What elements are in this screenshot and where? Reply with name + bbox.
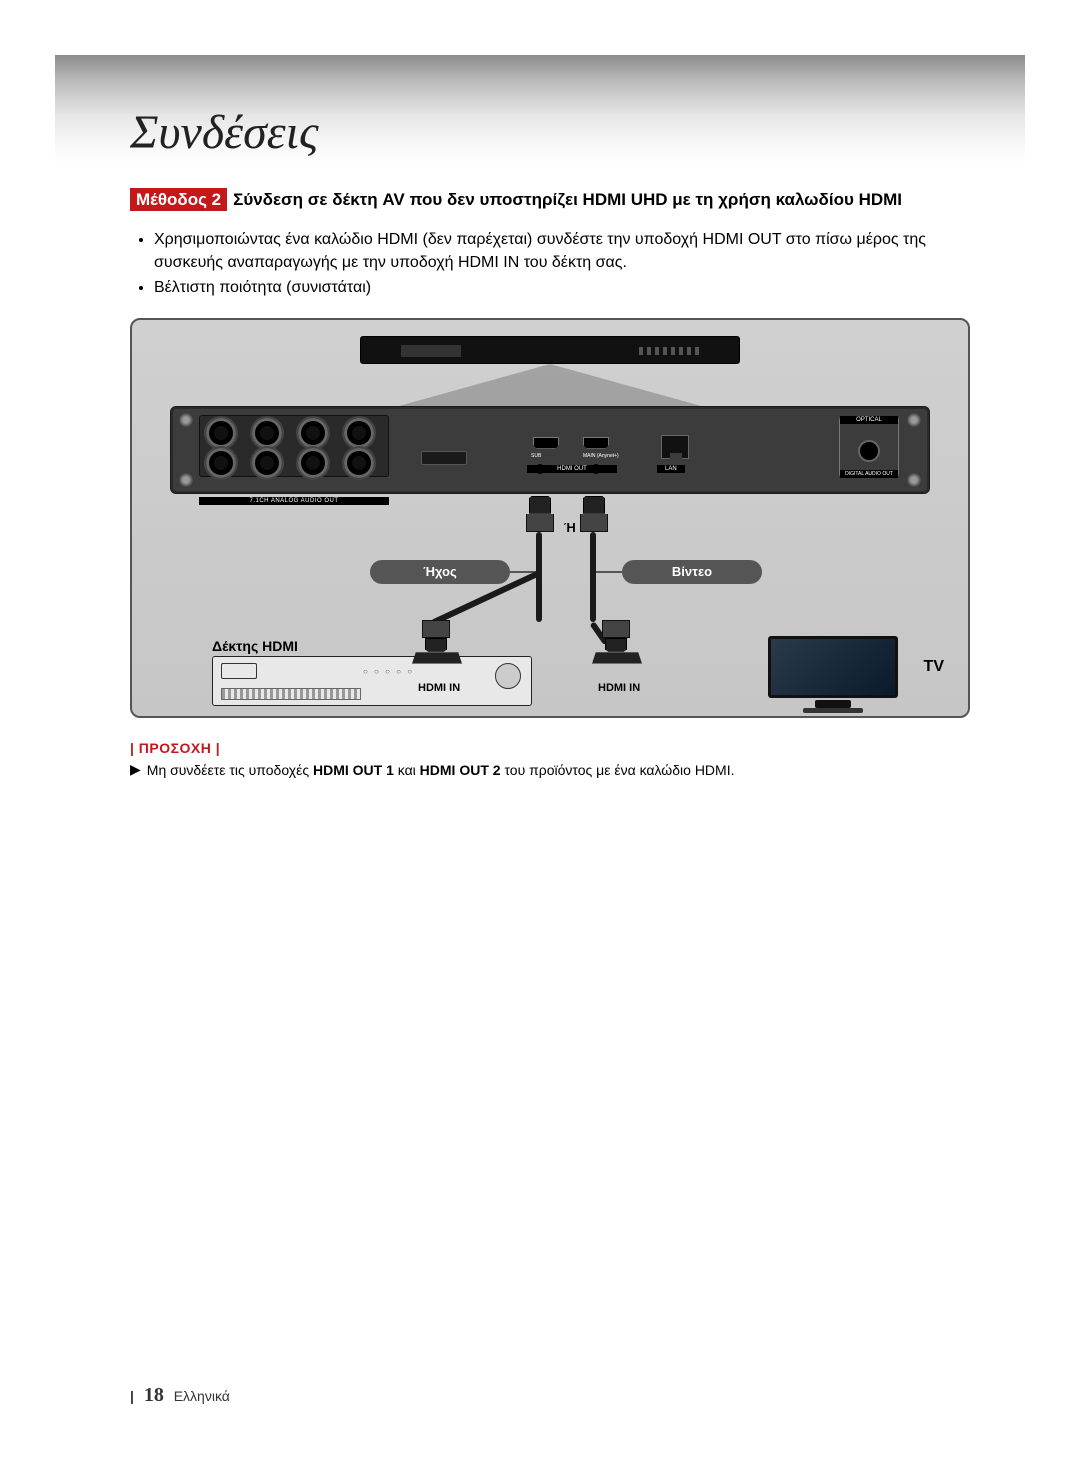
screw-icon [907,473,921,487]
rear-panel: 7.1CH ANALOG AUDIO OUT SUB MAIN (Anynet+… [170,406,930,494]
rca-jack-icon [344,418,374,448]
tv-label: TV [924,658,944,676]
hdmi-plug-icon [526,496,554,532]
video-pill: Βίντεο [622,560,762,584]
page-title: Συνδέσεις [130,105,318,160]
hdmi-out-caption: HDMI OUT [527,465,617,473]
caution-header: | ΠΡΟΣΟΧΗ | [130,740,980,756]
triangle-bullet-icon: ▶ [130,761,141,778]
hdmi-in-slot-icon [592,652,642,664]
hdmi-in-slot-icon [412,652,462,664]
rca-caption: 7.1CH ANALOG AUDIO OUT [199,497,389,505]
hdmi-plug-icon [422,620,450,652]
hdmi-in-label: HDMI IN [418,682,460,694]
caution-bold-1: HDMI OUT 1 [313,762,394,778]
or-label: Ή [564,520,576,535]
method-heading-text: Σύνδεση σε δέκτη AV που δεν υποστηρίζει … [233,190,902,209]
hdmi-plug-icon [602,620,630,652]
caution-bold-2: HDMI OUT 2 [420,762,501,778]
hdmi-main-label: MAIN (Anynet+) [583,453,619,459]
rca-jack-icon [252,418,282,448]
hdmi-out-port-icon [583,437,609,449]
grille-icon [221,688,361,700]
caution-mid: και [394,762,420,778]
rca-jack-icon [206,448,236,478]
rca-jack-icon [298,418,328,448]
screw-icon [907,413,921,427]
rca-jack-icon [344,448,374,478]
digital-audio-label: DIGITAL AUDIO OUT [840,470,898,478]
player-top-view [360,336,740,364]
hdmi-plug-icon [580,496,608,532]
page-lang: Ελληνικά [174,1388,230,1404]
screw-icon [179,413,193,427]
method-heading: Μέθοδος 2 Σύνδεση σε δέκτη AV που δεν υπο… [130,190,980,210]
method-badge: Μέθοδος 2 [130,188,227,211]
hdmi-cable-icon [590,532,596,622]
caution-post: του προϊόντος με ένα καλώδιο HDMI. [501,762,735,778]
audio-pill: Ήχος [370,560,510,584]
usb-slot-icon [421,451,467,465]
footer-bar: | [130,1388,134,1404]
instruction-bullets: Χρησιμοποιώντας ένα καλώδιο HDMI (δεν πα… [144,228,980,300]
knob-icon [495,663,521,689]
tv-icon [768,636,898,712]
optical-label: OPTICAL [840,416,898,424]
lan-port-icon [661,435,689,459]
connection-diagram: 7.1CH ANALOG AUDIO OUT SUB MAIN (Anynet+… [130,318,970,718]
caution-text: ▶ Μη συνδέετε τις υποδοχές HDMI OUT 1 και… [130,762,980,779]
hdmi-out-port-icon [533,437,559,449]
caution-block: | ΠΡΟΣΟΧΗ | ▶ Μη συνδέετε τις υποδοχές HD… [130,740,980,779]
page-footer: | 18 Ελληνικά [130,1384,230,1407]
hdmi-sub-label: SUB [531,453,541,459]
page-number: 18 [144,1384,164,1406]
hdmi-in-label: HDMI IN [598,682,640,694]
rca-block [199,415,389,477]
rca-jack-icon [252,448,282,478]
lan-caption: LAN [657,465,685,473]
content-area: Μέθοδος 2 Σύνδεση σε δέκτη AV που δεν υπο… [130,190,980,779]
receiver-label: Δέκτης HDMI [212,638,298,654]
screw-icon [179,473,193,487]
optical-frame: OPTICAL DIGITAL AUDIO OUT [839,417,899,477]
bullet-item: Βέλτιστη ποιότητα (συνιστάται) [154,276,980,299]
rca-jack-icon [298,448,328,478]
rca-jack-icon [206,418,236,448]
pill-connector-line [594,571,622,573]
optical-port-icon [858,440,880,462]
bullet-item: Χρησιμοποιώντας ένα καλώδιο HDMI (δεν πα… [154,228,980,274]
av-receiver-icon: ○ ○ ○ ○ ○ [212,656,532,706]
caution-pre: Μη συνδέετε τις υποδοχές [147,762,313,778]
receiver-dots: ○ ○ ○ ○ ○ [363,667,414,676]
